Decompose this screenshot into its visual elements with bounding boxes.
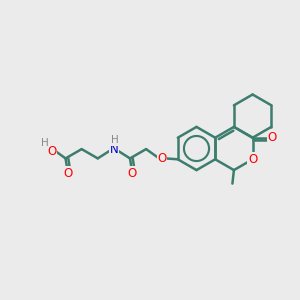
Text: O: O [63, 167, 73, 180]
Text: O: O [268, 131, 277, 144]
Text: O: O [128, 167, 137, 180]
Text: O: O [158, 152, 167, 165]
Text: O: O [47, 145, 57, 158]
Text: N: N [110, 142, 118, 156]
Text: H: H [40, 138, 48, 148]
Text: O: O [248, 153, 257, 166]
Text: H: H [111, 135, 118, 145]
